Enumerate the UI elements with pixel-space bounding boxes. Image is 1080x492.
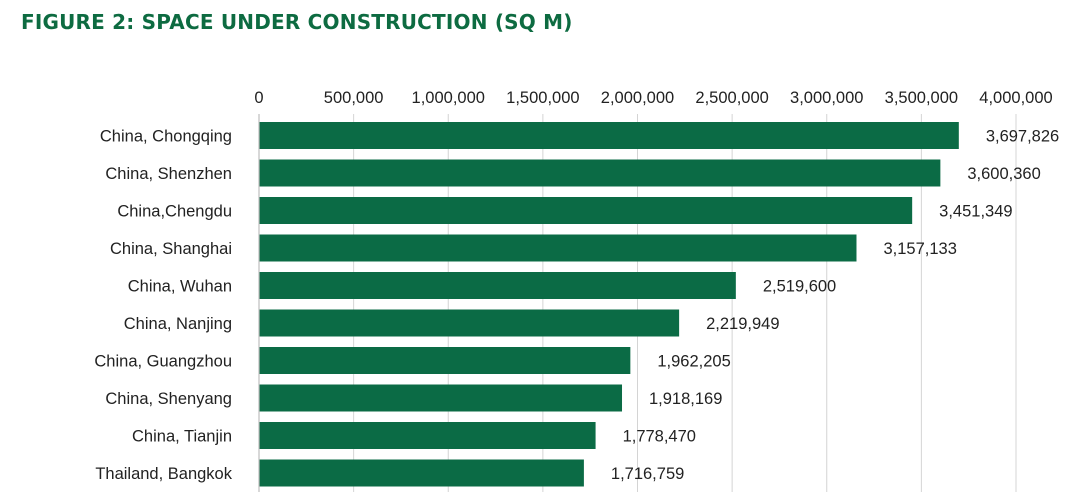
category-label: China, Shenyang — [105, 390, 232, 408]
data-label: 1,778,470 — [623, 428, 696, 446]
category-label: China, Wuhan — [128, 278, 232, 296]
value-labels: 3,697,826 3,600,360 3,451,349 3,157,133 2,51… — [611, 128, 1059, 484]
data-label: 1,962,205 — [657, 353, 730, 371]
data-label: 1,716,759 — [611, 465, 684, 483]
data-label: 2,519,600 — [763, 278, 836, 296]
bar — [259, 422, 596, 449]
bars — [259, 122, 959, 487]
category-label: China, Guangzhou — [94, 353, 232, 371]
x-tick-label: 500,000 — [324, 89, 384, 107]
x-tick-label: 3,500,000 — [885, 89, 958, 107]
chart-title: FIGURE 2: SPACE UNDER CONSTRUCTION (SQ M… — [21, 10, 573, 34]
x-tick-label: 1,000,000 — [412, 89, 485, 107]
x-tick-label: 3,000,000 — [790, 89, 863, 107]
bar — [259, 347, 631, 374]
category-label: China, Shanghai — [110, 240, 232, 258]
x-tick-label: 2,000,000 — [601, 89, 674, 107]
bar — [259, 197, 913, 224]
bar — [259, 234, 857, 262]
data-label: 3,600,360 — [967, 165, 1040, 183]
data-label: 3,697,826 — [986, 128, 1059, 146]
category-label: Thailand, Bangkok — [95, 465, 232, 483]
x-tick-label: 2,500,000 — [695, 89, 768, 107]
bar — [259, 384, 623, 412]
bar — [259, 309, 680, 337]
category-label: China, Chongqing — [100, 128, 232, 146]
bar — [259, 272, 736, 299]
data-label: 3,451,349 — [939, 203, 1012, 221]
bar — [259, 122, 959, 149]
category-label: China, Nanjing — [124, 315, 232, 333]
data-label: 1,918,169 — [649, 390, 722, 408]
x-tick-label: 4,000,000 — [979, 89, 1052, 107]
bar — [259, 459, 584, 487]
x-axis-ticks: 0 500,000 1,000,000 1,500,000 2,000,000 2,500… — [254, 89, 1052, 107]
x-tick-label: 0 — [254, 89, 263, 107]
category-label: China, Tianjin — [132, 428, 232, 446]
x-tick-label: 1,500,000 — [506, 89, 579, 107]
category-label: China, Shenzhen — [105, 165, 232, 183]
data-label: 2,219,949 — [706, 315, 779, 333]
category-label: China,Chengdu — [117, 203, 232, 221]
data-label: 3,157,133 — [883, 240, 956, 258]
bar — [259, 159, 941, 187]
category-labels: China, Chongqing China, Shenzhen China,Che… — [94, 128, 232, 484]
